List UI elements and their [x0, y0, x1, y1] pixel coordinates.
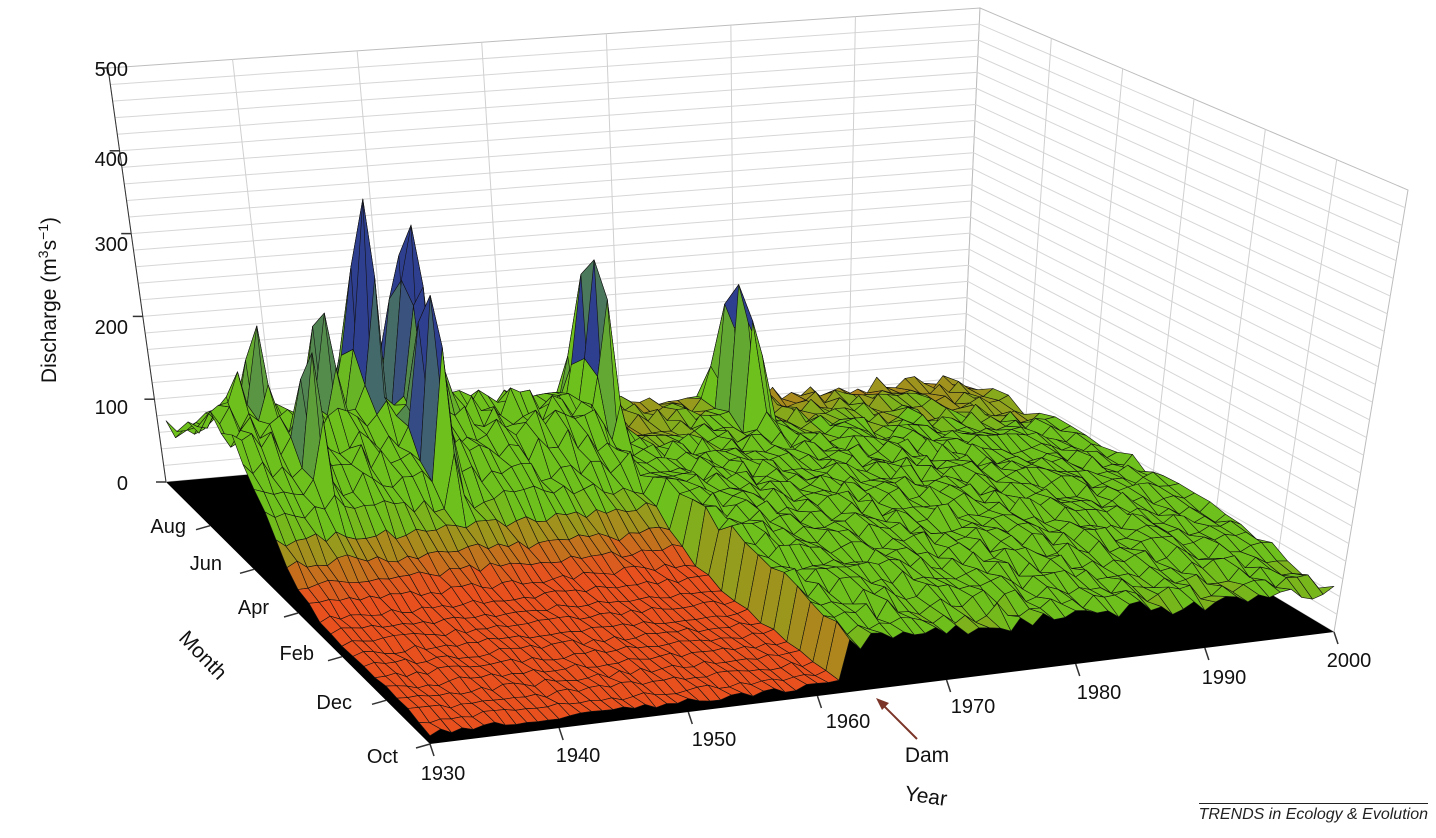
dam-arrow-head	[876, 698, 889, 710]
month-tick	[195, 524, 211, 531]
z-tick-label: 500	[95, 59, 128, 81]
grid-line	[1271, 159, 1338, 596]
z-axis-line	[107, 67, 167, 483]
year-tick-label: 2000	[1327, 650, 1372, 672]
month-tick-label: Oct	[367, 746, 399, 768]
year-axis-title: Year	[903, 782, 948, 811]
year-tick	[1075, 663, 1081, 677]
year-tick	[816, 695, 823, 709]
month-tick	[371, 699, 387, 706]
axes-ticks	[98, 67, 1339, 757]
month-tick-labels: Oct Dec Feb Apr Jun Aug	[150, 516, 398, 768]
month-tick-label: Apr	[238, 597, 269, 619]
month-axis-title: Month	[174, 627, 231, 685]
year-tick	[429, 743, 435, 757]
z-tick-label: 400	[95, 149, 128, 171]
grid-line	[1147, 98, 1195, 522]
z-axis-title: Discharge (m3s−1)	[35, 217, 61, 383]
discharge-surface	[165, 198, 1335, 737]
year-tick-label: 1930	[421, 763, 466, 785]
month-tick-label: Dec	[316, 692, 352, 714]
surface-cell	[1307, 574, 1335, 595]
year-tick	[1204, 647, 1210, 661]
month-tick	[327, 655, 343, 662]
month-tick	[283, 612, 299, 618]
year-tick	[1333, 631, 1339, 645]
dam-annotation: Dam	[876, 698, 949, 767]
month-tick	[239, 568, 255, 575]
year-tick-label: 1950	[692, 729, 737, 751]
grid-line	[1023, 38, 1052, 448]
grid-line	[605, 33, 622, 441]
credit-line: TRENDS in Ecology & Evolution	[1198, 803, 1428, 824]
year-tick	[945, 679, 952, 693]
year-tick	[687, 711, 693, 725]
year-tick-label: 1970	[951, 696, 996, 718]
year-tick-label: 1940	[556, 745, 601, 767]
z-tick-labels: 0 100 200 300 400 500	[95, 59, 128, 495]
dam-arrow	[879, 701, 918, 740]
month-tick-label: Aug	[150, 516, 186, 538]
grid-line	[481, 42, 508, 452]
month-tick-label: Jun	[190, 553, 222, 575]
year-tick-label: 1960	[826, 711, 871, 733]
grid-line	[1085, 68, 1124, 485]
grid-line	[1209, 129, 1266, 559]
z-tick-label: 0	[117, 473, 128, 495]
month-tick	[415, 743, 431, 749]
month-tick-label: Feb	[280, 643, 314, 665]
z-tick-label: 200	[95, 317, 128, 339]
year-tick-label: 1990	[1202, 667, 1247, 689]
z-tick-label: 300	[95, 234, 128, 256]
grid-line	[847, 16, 856, 421]
year-tick-label: 1980	[1077, 682, 1122, 704]
z-tick-label: 100	[95, 397, 128, 419]
dam-label: Dam	[905, 744, 949, 767]
year-tick-labels: 1930 1940 1950 1960 1970 1980 1990 2000	[421, 650, 1372, 785]
year-tick	[558, 727, 564, 741]
